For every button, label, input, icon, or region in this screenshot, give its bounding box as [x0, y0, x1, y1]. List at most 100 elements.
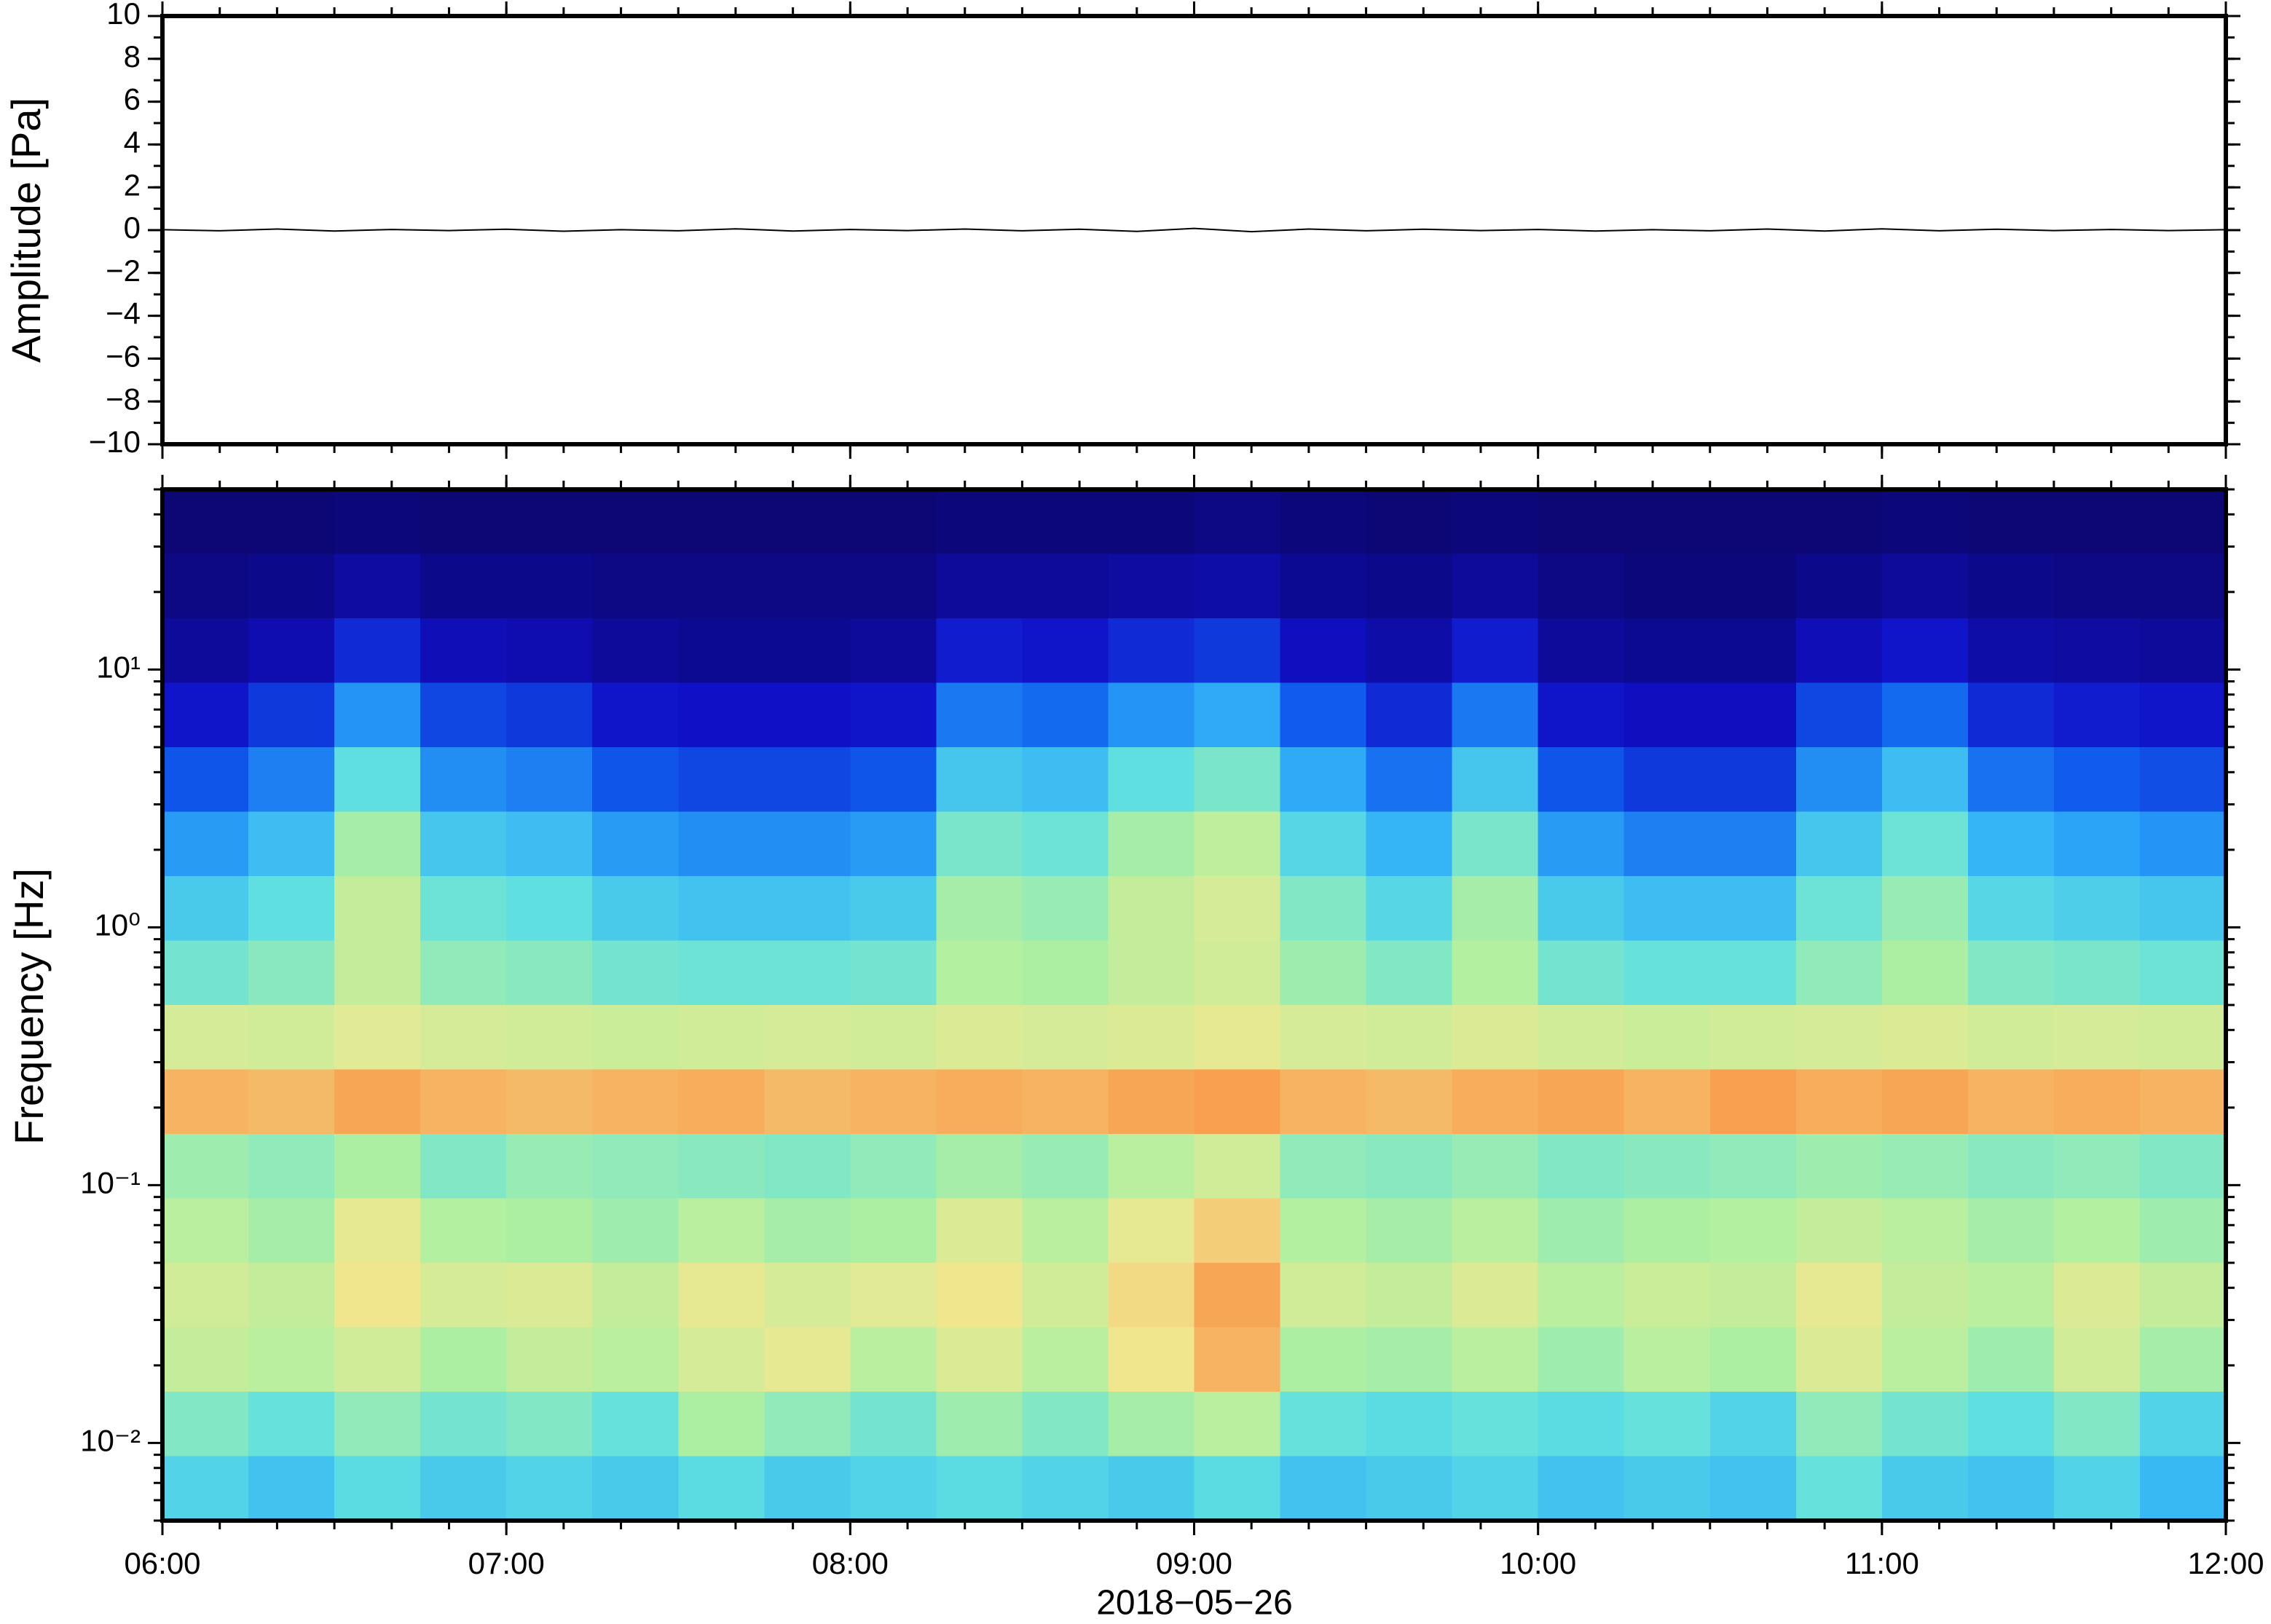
spectrogram-cell: [764, 1069, 851, 1135]
spectrogram-cell: [1881, 1004, 1969, 1070]
spectrogram-cell: [1881, 553, 1969, 619]
spectrogram-cell: [1709, 875, 1797, 941]
spectrogram-cell: [506, 1069, 593, 1135]
x-tick-label: 12:00: [2187, 1546, 2264, 1580]
spectrogram-cell: [1194, 1069, 1281, 1135]
spectrogram-cell: [1022, 489, 1109, 554]
spectrogram-cell: [1795, 1198, 1883, 1264]
spectrogram-cell: [1452, 682, 1539, 748]
spectrogram-cell: [2139, 940, 2227, 1006]
spectrogram-cell: [1108, 746, 1194, 812]
spectrogram-cell: [1967, 811, 2055, 877]
spectrogram-cell: [1280, 618, 1367, 683]
spectrogram-cell: [1108, 1133, 1194, 1199]
spectrogram-cell: [1538, 1133, 1625, 1199]
spectrogram-cell: [2053, 1456, 2141, 1521]
spectrogram-cell: [678, 1069, 765, 1135]
spectrogram-cell: [506, 940, 593, 1006]
spectrogram-cell: [1194, 1391, 1281, 1457]
spectrogram-cell: [936, 875, 1023, 941]
spectrogram-cell: [1452, 1327, 1539, 1392]
spectrogram-cell: [1709, 1391, 1797, 1457]
spectrogram-cell: [1108, 1198, 1194, 1264]
y-tick-label: −2: [106, 253, 141, 288]
spectrogram-cell: [764, 618, 851, 683]
spectrogram-cell: [1366, 1391, 1453, 1457]
spectrogram-cell: [420, 746, 507, 812]
spectrogram-cell: [936, 1327, 1023, 1392]
spectrogram-cell: [1795, 1069, 1883, 1135]
spectrogram-cell: [1194, 1327, 1281, 1392]
spectrogram-cell: [1452, 746, 1539, 812]
spectrogram-cell: [1022, 553, 1109, 619]
spectrogram-cell: [1280, 811, 1367, 877]
spectrogram-cell: [850, 1391, 937, 1457]
spectrogram-cell: [592, 1391, 679, 1457]
spectrogram-cell: [334, 1004, 421, 1070]
spectrogram-cell: [1108, 1327, 1194, 1392]
spectrogram-cell: [1022, 618, 1109, 683]
spectrogram-cell: [2053, 1327, 2141, 1392]
spectrogram-cell: [1623, 1198, 1711, 1264]
spectrogram-cell: [2139, 553, 2227, 619]
spectrogram-cell: [2139, 682, 2227, 748]
spectrogram-cell: [1280, 1133, 1367, 1199]
y-axis-title: Amplitude [Pa]: [3, 98, 49, 363]
spectrogram-cell: [506, 618, 593, 683]
spectrogram-cell: [936, 1198, 1023, 1264]
spectrogram-cell: [420, 618, 507, 683]
spectrogram-cell: [936, 1004, 1023, 1070]
spectrogram-cell: [764, 682, 851, 748]
spectrogram-cell: [1022, 1327, 1109, 1392]
spectrogram-cell: [506, 1391, 593, 1457]
spectrogram-cell: [334, 553, 421, 619]
spectrogram-cell: [420, 1198, 507, 1264]
spectrogram-cell: [1967, 940, 2055, 1006]
spectrogram-cell: [850, 1069, 937, 1135]
spectrogram-cell: [162, 1133, 249, 1199]
spectrogram-cell: [1022, 746, 1109, 812]
spectrogram-cell: [1022, 1004, 1109, 1070]
spectrogram-cell: [1452, 940, 1539, 1006]
spectrogram-cell: [850, 1262, 937, 1328]
spectrogram-cell: [2053, 618, 2141, 683]
y-tick-label: 10⁰: [94, 908, 141, 942]
spectrogram-cell: [162, 746, 249, 812]
spectrogram-cell: [1022, 1069, 1109, 1135]
spectrogram-cell: [2139, 1004, 2227, 1070]
y-tick-label: 10⁻¹: [80, 1166, 141, 1200]
spectrogram-cell: [1366, 811, 1453, 877]
spectrogram-cell: [1280, 875, 1367, 941]
spectrogram-cell: [1881, 1133, 1969, 1199]
spectrogram-cell: [1366, 1069, 1453, 1135]
spectrogram-cell: [162, 553, 249, 619]
spectrogram-cell: [506, 875, 593, 941]
spectrogram-cell: [1623, 1391, 1711, 1457]
spectrogram-cell: [1194, 746, 1281, 812]
spectrogram-cell: [162, 940, 249, 1006]
spectrogram-cell: [1452, 875, 1539, 941]
spectrogram-cell: [1280, 1262, 1367, 1328]
spectrogram-cell: [248, 1327, 335, 1392]
spectrogram-cell: [1709, 1004, 1797, 1070]
spectrogram-cell: [248, 553, 335, 619]
spectrogram-cell: [1108, 489, 1194, 554]
spectrogram-cell: [1452, 553, 1539, 619]
spectrogram-cell: [1795, 489, 1883, 554]
spectrogram-cell: [1967, 1391, 2055, 1457]
spectrogram-cell: [678, 746, 765, 812]
spectrogram-cell: [592, 811, 679, 877]
spectrogram-cell: [1623, 1004, 1711, 1070]
spectrogram-cell: [420, 1391, 507, 1457]
spectrogram-cell: [678, 940, 765, 1006]
spectrogram-cell: [420, 489, 507, 554]
spectrogram-cell: [1967, 1004, 2055, 1070]
spectrogram-cell: [1022, 940, 1109, 1006]
amplitude-trace: [162, 227, 2227, 233]
spectrogram-cell: [1108, 682, 1194, 748]
spectrogram-cell: [1709, 489, 1797, 554]
spectrogram-cell: [1022, 1262, 1109, 1328]
spectrogram-cell: [248, 746, 335, 812]
spectrogram-cell: [1795, 553, 1883, 619]
spectrogram-cell: [1280, 1004, 1367, 1070]
